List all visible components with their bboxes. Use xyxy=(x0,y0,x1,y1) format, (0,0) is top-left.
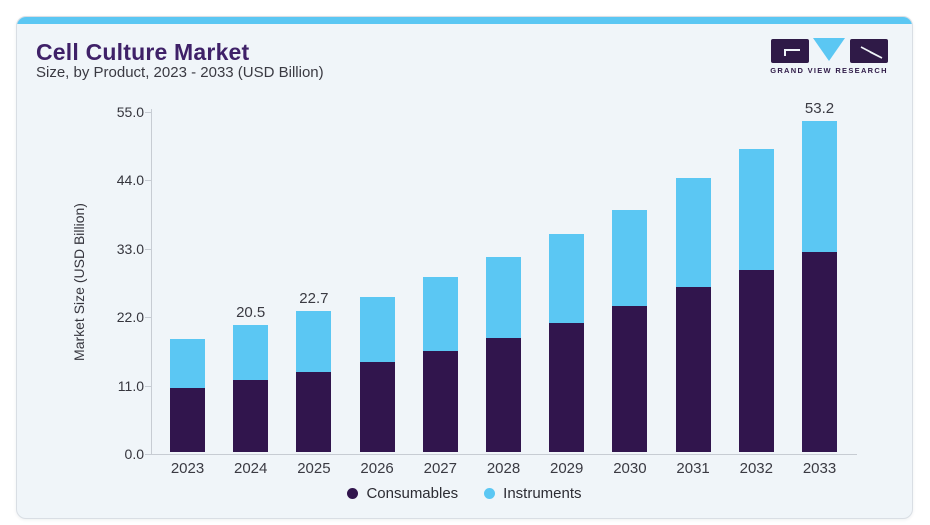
y-axis-title: Market Size (USD Billion) xyxy=(71,203,87,361)
x-tick-label-2026: 2026 xyxy=(360,460,394,477)
bar-2033-consumables-segment xyxy=(802,252,837,452)
legend-item-instruments: Instruments xyxy=(484,485,582,502)
x-tick-label-2029: 2029 xyxy=(550,460,584,477)
bar-2030-consumables-segment xyxy=(612,305,648,452)
bar-2023-instruments-segment xyxy=(170,338,205,388)
bar-2033 xyxy=(802,121,837,452)
bar-2024-consumables-segment xyxy=(233,380,269,452)
y-tick-mark xyxy=(145,454,151,455)
bar-value-label-2024: 20.5 xyxy=(236,303,266,321)
y-tick-label: 44.0 xyxy=(116,172,144,189)
bar-2030-instruments-segment xyxy=(612,209,648,306)
x-tick-label-2023: 2023 xyxy=(170,460,205,477)
y-tick-mark xyxy=(145,317,151,319)
bar-2029-consumables-segment xyxy=(549,323,585,452)
bar-2026 xyxy=(359,296,395,452)
y-tick-label: 0.0 xyxy=(124,446,144,462)
bar-2023-consumables-segment xyxy=(170,387,205,452)
y-tick-label: 11.0 xyxy=(117,377,144,394)
y-tick-label: 22.0 xyxy=(116,309,144,326)
chart-legend: Consumables Instruments xyxy=(17,485,912,502)
legend-dot-consumables xyxy=(347,488,359,499)
x-axis-line xyxy=(151,454,857,455)
bar-2023 xyxy=(170,338,205,452)
gvr-logo-icon xyxy=(770,38,888,63)
x-tick-label-2031: 2031 xyxy=(676,460,710,477)
bar-2032-instruments-segment xyxy=(738,149,774,271)
bar-2024 xyxy=(233,324,269,452)
y-tick-mark xyxy=(145,112,151,113)
page-subtitle: Size, by Product, 2023 - 2033 (USD Billi… xyxy=(36,64,324,81)
legend-label: Instruments xyxy=(503,485,582,502)
bar-2031 xyxy=(675,178,711,452)
bar-2026-instruments-segment xyxy=(359,296,395,362)
bar-value-label-2033: 53.2 xyxy=(804,100,835,118)
y-tick-mark xyxy=(145,180,151,182)
bar-2025 xyxy=(296,310,332,452)
x-tick-label-2028: 2028 xyxy=(486,460,521,477)
card-accent-bar xyxy=(17,17,912,24)
bar-2032-consumables-segment xyxy=(738,270,774,452)
bar-2027 xyxy=(422,277,458,452)
bar-2025-consumables-segment xyxy=(296,371,332,452)
bar-2032 xyxy=(738,149,774,452)
bar-2027-instruments-segment xyxy=(422,277,458,352)
bar-2027-consumables-segment xyxy=(422,351,458,452)
bar-2028 xyxy=(486,257,521,452)
y-tick-label: 55.0 xyxy=(116,104,144,120)
bar-2024-instruments-segment xyxy=(233,324,269,381)
chart-card: Cell Culture Market Size, by Product, 20… xyxy=(16,16,913,519)
bar-value-label-2025: 22.7 xyxy=(299,289,329,307)
x-tick-label-2027: 2027 xyxy=(423,460,457,477)
grand-view-research-logo: GRAND VIEW RESEARCH xyxy=(763,38,895,75)
legend-item-consumables: Consumables xyxy=(347,485,458,502)
bar-2031-instruments-segment xyxy=(675,178,711,288)
bar-2030 xyxy=(612,209,648,452)
x-tick-label-2033: 2033 xyxy=(802,460,837,477)
legend-dot-instruments xyxy=(484,488,496,499)
x-tick-label-2030: 2030 xyxy=(613,460,647,477)
y-tick-label: 33.0 xyxy=(116,240,144,257)
bar-2033-instruments-segment xyxy=(802,121,837,253)
legend-label: Consumables xyxy=(366,485,459,502)
bar-2029-instruments-segment xyxy=(549,234,585,324)
bar-2025-instruments-segment xyxy=(296,310,332,372)
bar-2028-consumables-segment xyxy=(486,337,521,452)
logo-text: GRAND VIEW RESEARCH xyxy=(770,66,888,75)
x-tick-label-2025: 2025 xyxy=(297,460,331,477)
bar-2031-consumables-segment xyxy=(675,287,711,452)
page-title: Cell Culture Market xyxy=(36,39,250,65)
y-tick-mark xyxy=(145,385,151,387)
bar-2028-instruments-segment xyxy=(486,257,521,338)
y-axis-line xyxy=(151,109,152,455)
bar-2029 xyxy=(549,234,585,452)
bar-2026-consumables-segment xyxy=(359,361,395,452)
x-tick-label-2024: 2024 xyxy=(234,460,268,477)
y-tick-mark xyxy=(145,248,151,250)
x-tick-label-2032: 2032 xyxy=(739,460,773,477)
